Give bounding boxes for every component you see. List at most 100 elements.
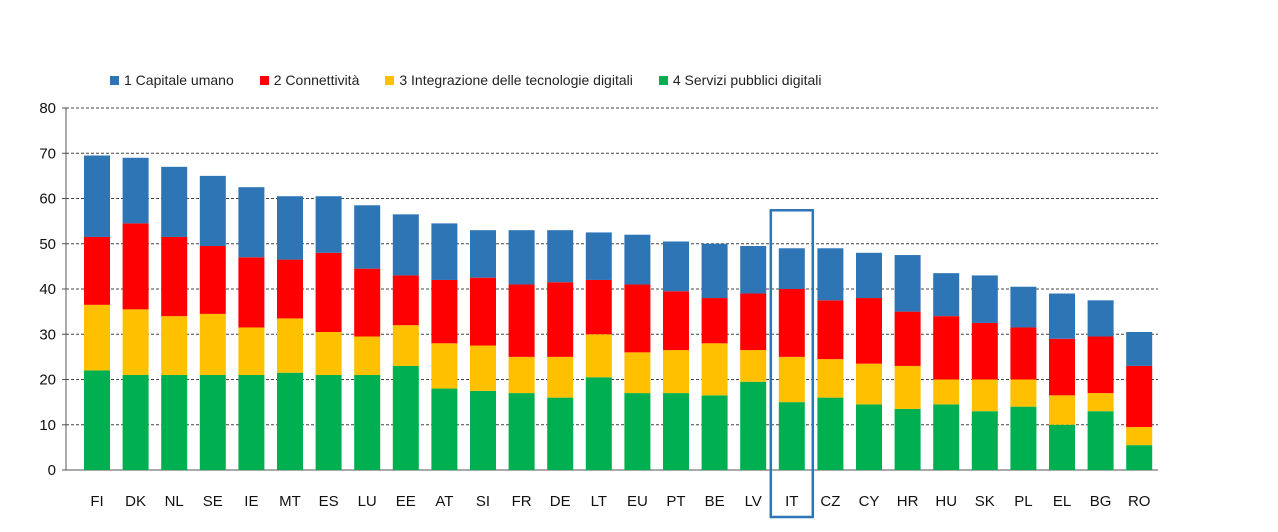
y-tick-label: 40 bbox=[39, 281, 56, 298]
bar-segment bbox=[431, 388, 458, 470]
bar-segment bbox=[817, 359, 844, 398]
bar-segment bbox=[547, 282, 574, 357]
bar-segment bbox=[508, 284, 535, 357]
bar-segment bbox=[1126, 365, 1153, 428]
legend-swatch bbox=[385, 75, 395, 85]
bar-segment bbox=[933, 273, 960, 317]
bar-segment bbox=[817, 300, 844, 360]
bar-segment bbox=[894, 408, 921, 470]
bar-segment bbox=[84, 304, 110, 371]
bar-segment bbox=[392, 325, 419, 366]
bar-segment bbox=[933, 379, 960, 405]
bar-segment bbox=[84, 155, 110, 237]
bar-segment bbox=[778, 356, 805, 403]
y-tick-label: 60 bbox=[39, 191, 56, 208]
x-tick-label: SK bbox=[975, 493, 995, 510]
bar-segment bbox=[199, 246, 226, 314]
legend-item-servizi-pubblici: 4 Servizi pubblici digitali bbox=[658, 72, 822, 88]
legend-label: 1 Capitale umano bbox=[124, 72, 234, 88]
legend-swatch bbox=[110, 75, 119, 85]
bar-segment bbox=[431, 279, 458, 344]
y-tick-label: 50 bbox=[39, 236, 56, 253]
bar-segment bbox=[238, 374, 265, 470]
bar-segment bbox=[740, 350, 767, 382]
x-tick-label: HU bbox=[935, 493, 957, 510]
bar-segment bbox=[277, 372, 303, 470]
legend-item-connettivita: 2 Connettività bbox=[259, 72, 359, 88]
bar-segment bbox=[1087, 411, 1114, 470]
bar-segment bbox=[894, 311, 921, 366]
bar-segment bbox=[84, 370, 110, 470]
chart-legend: 1 Capitale umano 2 Connettività 3 Integr… bbox=[110, 72, 848, 88]
x-tick-label: FR bbox=[512, 493, 532, 510]
bar-segment bbox=[354, 336, 381, 375]
x-tick-label: DE bbox=[550, 493, 571, 510]
bar-segment bbox=[238, 187, 265, 258]
bar-segment bbox=[778, 402, 805, 470]
bar-segment bbox=[199, 175, 226, 247]
x-tick-label: NL bbox=[165, 493, 184, 510]
bar-segment bbox=[663, 350, 689, 394]
bar-segment bbox=[663, 241, 689, 292]
bar-segment bbox=[277, 196, 303, 260]
x-tick-label: PT bbox=[666, 493, 685, 510]
bar-segment bbox=[470, 230, 496, 278]
x-tick-label: PL bbox=[1014, 493, 1032, 510]
bar-segment bbox=[122, 223, 149, 310]
x-tick-label: IT bbox=[785, 493, 798, 510]
bar-segment bbox=[1049, 424, 1075, 470]
y-tick-label: 0 bbox=[48, 462, 56, 479]
bar-segment bbox=[778, 289, 805, 357]
bar-segment bbox=[392, 275, 419, 326]
bar-segment bbox=[84, 236, 110, 305]
bar-segment bbox=[547, 230, 574, 283]
bar-segment bbox=[547, 397, 574, 470]
highlight-box bbox=[769, 209, 815, 519]
bar-segment bbox=[856, 298, 882, 364]
bar-segment bbox=[277, 318, 303, 373]
bar-segment bbox=[701, 298, 728, 344]
bar-segment bbox=[470, 277, 496, 346]
bar-segment bbox=[238, 257, 265, 328]
x-tick-label: IE bbox=[244, 493, 258, 510]
bar-segment bbox=[470, 390, 496, 470]
x-tick-label: SE bbox=[203, 493, 223, 510]
bar-segment bbox=[1049, 293, 1075, 339]
bar-segment bbox=[740, 246, 767, 294]
bar-segment bbox=[508, 356, 535, 394]
bar-segment bbox=[1087, 300, 1114, 337]
y-tick-label: 10 bbox=[39, 417, 56, 434]
bar-segment bbox=[740, 293, 767, 351]
y-tick-label: 20 bbox=[39, 372, 56, 389]
bar-segment bbox=[122, 157, 149, 224]
x-tick-label: CZ bbox=[820, 493, 840, 510]
bar-segment bbox=[663, 291, 689, 351]
x-tick-label: ES bbox=[319, 493, 339, 510]
legend-item-capitale-umano: 1 Capitale umano bbox=[110, 72, 234, 88]
bar-segment bbox=[315, 252, 342, 332]
bar-segment bbox=[971, 275, 998, 323]
x-tick-label: LV bbox=[745, 493, 762, 510]
bar-segment bbox=[701, 343, 728, 396]
bar-segment bbox=[663, 393, 689, 470]
bar-segment bbox=[238, 327, 265, 375]
x-tick-label: BE bbox=[705, 493, 725, 510]
bar-segment bbox=[817, 397, 844, 470]
bar-segment bbox=[122, 374, 149, 470]
bar-segment bbox=[778, 248, 805, 289]
bar-segment bbox=[817, 248, 844, 301]
bar-segment bbox=[856, 363, 882, 405]
bar-segment bbox=[392, 365, 419, 470]
bar-segment bbox=[740, 381, 767, 470]
bar-segment bbox=[585, 279, 612, 335]
bar-segment bbox=[894, 365, 921, 409]
bar-segment bbox=[508, 393, 535, 470]
y-tick-label: 80 bbox=[39, 100, 56, 117]
bar-segment bbox=[971, 411, 998, 470]
bar-segment bbox=[122, 309, 149, 375]
bar-segment bbox=[315, 196, 342, 253]
bar-segment bbox=[1010, 406, 1037, 470]
legend-swatch bbox=[658, 75, 668, 85]
bar-segment bbox=[585, 232, 612, 280]
bar-segment bbox=[1126, 445, 1153, 470]
